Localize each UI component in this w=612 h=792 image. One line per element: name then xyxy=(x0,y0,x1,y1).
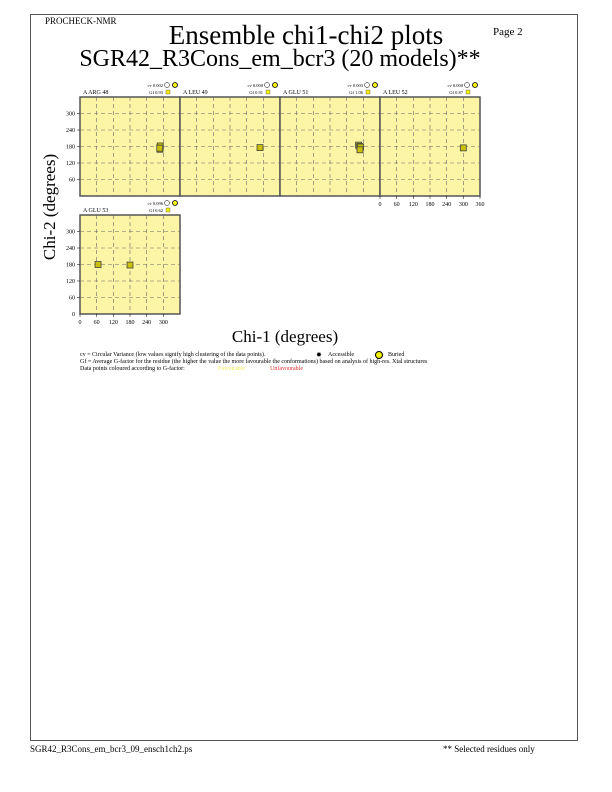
accessible-icon xyxy=(164,82,170,88)
cv-value: cv 0.000 xyxy=(248,83,264,88)
data-point xyxy=(156,144,164,152)
program-name: PROCHECK-NMR xyxy=(45,16,117,26)
accessible-icon xyxy=(364,82,370,88)
legend-buried: Buried xyxy=(388,352,405,358)
y-tick-label: 240 xyxy=(66,246,75,252)
x-tick-label: 360 xyxy=(476,202,485,208)
buried-icon xyxy=(172,200,178,206)
x-tick-label: 180 xyxy=(126,320,135,326)
cv-value: cv 0.000 xyxy=(448,83,464,88)
y-axis-label: Chi-2 (degrees) xyxy=(40,154,59,260)
residue-label: A LEU 49 xyxy=(183,90,208,96)
accessible-icon xyxy=(164,200,170,206)
legend-unfavourable: Unfavourable xyxy=(270,366,303,372)
buried-icon xyxy=(372,82,378,88)
y-tick-label: 0 xyxy=(72,312,75,318)
residue-label: A LEU 52 xyxy=(383,90,408,96)
gf-value: Gf 0.62 xyxy=(149,208,163,213)
y-tick-label: 300 xyxy=(66,112,75,118)
y-tick-label: 180 xyxy=(66,263,75,269)
residue-label: A GLU 51 xyxy=(283,90,308,96)
page-number: Page 2 xyxy=(493,26,523,38)
panel-a-leu-52 xyxy=(379,82,481,199)
gf-value: Gf 0.91 xyxy=(249,90,263,95)
x-tick-label: 180 xyxy=(426,202,435,208)
panel-a-glu-51 xyxy=(279,82,381,197)
footer-filename: SGR42_R3Cons_em_bcr3_09_ensch1ch2.ps xyxy=(30,744,193,754)
page-frame xyxy=(30,14,578,741)
x-tick-label: 60 xyxy=(94,320,100,326)
gf-colour-swatch xyxy=(465,89,471,95)
legend-gf: Gf = Average G-factor for the residue (t… xyxy=(80,359,428,365)
buried-icon xyxy=(472,82,478,88)
x-tick-label: 0 xyxy=(379,202,382,208)
cv-value: cv 0.002 xyxy=(148,83,164,88)
panel-a-arg-48 xyxy=(77,82,181,197)
y-tick-label: 60 xyxy=(69,296,75,302)
accessible-icon xyxy=(264,82,270,88)
footer-note: ** Selected residues only xyxy=(443,744,535,754)
y-tick-label: 120 xyxy=(66,279,75,285)
y-tick-label: 120 xyxy=(66,161,75,167)
data-point xyxy=(126,261,134,269)
buried-icon xyxy=(172,82,178,88)
gf-value: Gf 1.06 xyxy=(349,90,363,95)
y-tick-label: 180 xyxy=(66,145,75,151)
data-point xyxy=(356,146,364,154)
x-tick-label: 60 xyxy=(394,202,400,208)
page-title: Ensemble chi1-chi2 plots xyxy=(168,20,444,50)
x-tick-label: 120 xyxy=(109,320,118,326)
y-tick-label: 240 xyxy=(66,128,75,134)
legend-accessible: Accessible xyxy=(328,352,354,358)
x-axis-label: Chi-1 (degrees) xyxy=(232,327,338,346)
gf-colour-swatch xyxy=(165,89,171,95)
legend-cv: cv = Circular Variance (low values signi… xyxy=(80,352,266,358)
x-tick-label: 120 xyxy=(409,202,418,208)
gf-colour-swatch xyxy=(165,207,171,213)
cv-value: cv 0.003 xyxy=(348,83,364,88)
y-tick-label: 60 xyxy=(69,178,75,184)
x-tick-label: 0 xyxy=(79,320,82,326)
x-tick-label: 300 xyxy=(159,320,168,326)
accessible-icon: ✸ xyxy=(316,351,322,359)
y-tick-label: 300 xyxy=(66,230,75,236)
residue-label: A GLU 53 xyxy=(83,208,108,214)
accessible-icon xyxy=(464,82,470,88)
residue-label: A ARG 48 xyxy=(83,90,108,96)
legend-colour: Data points coloured according to G-fact… xyxy=(80,366,185,372)
x-tick-label: 240 xyxy=(142,320,151,326)
data-point xyxy=(256,144,264,152)
data-point xyxy=(459,144,467,152)
x-tick-label: 300 xyxy=(459,202,468,208)
buried-icon xyxy=(272,82,278,88)
panel-a-glu-53 xyxy=(77,200,181,317)
panel-a-leu-49 xyxy=(179,82,281,197)
gf-colour-swatch xyxy=(365,89,371,95)
gf-value: Gf 0.87 xyxy=(449,90,463,95)
legend-favourable: Favourable xyxy=(218,366,245,372)
gf-value: Gf 0.93 xyxy=(149,90,163,95)
data-point xyxy=(94,261,102,268)
page-subtitle: SGR42_R3Cons_em_bcr3 (20 models)** xyxy=(79,46,481,72)
buried-icon xyxy=(375,351,383,359)
cv-value: cv 0.096 xyxy=(148,201,164,206)
x-tick-label: 240 xyxy=(442,202,451,208)
gf-colour-swatch xyxy=(265,89,271,95)
